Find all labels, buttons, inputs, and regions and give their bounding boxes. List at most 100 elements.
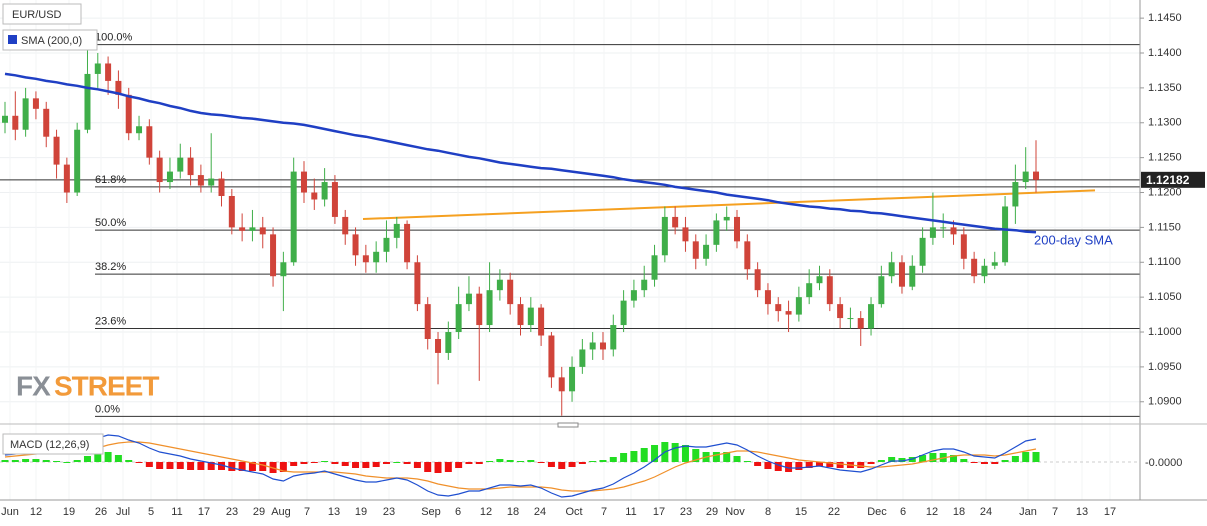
candle-body	[270, 234, 277, 277]
candle-body	[84, 73, 91, 130]
candle-body	[826, 276, 833, 305]
candle-body	[888, 262, 895, 277]
candle-body	[610, 325, 617, 350]
macd-histogram-bar	[517, 461, 524, 462]
macd-histogram-bar	[671, 443, 679, 462]
candle-body	[197, 175, 204, 186]
x-tick-label: 7	[601, 506, 607, 518]
candle-body	[74, 129, 81, 193]
candle-body	[785, 311, 792, 315]
candle-body	[1033, 171, 1039, 180]
x-tick-label: 24	[980, 506, 992, 518]
macd-histogram-bar	[413, 462, 421, 468]
macd-histogram-bar	[919, 455, 927, 462]
candle-body	[404, 223, 411, 263]
candle-body	[991, 262, 998, 266]
macd-histogram-bar	[207, 462, 215, 470]
price-axis-bg	[1140, 0, 1207, 526]
fib-label: 23.6%	[95, 315, 126, 327]
candle-body	[703, 244, 710, 259]
macd-histogram-bar	[372, 462, 380, 467]
legend-box	[2, 29, 98, 51]
macd-histogram-bar	[455, 462, 463, 468]
macd-histogram-bar	[496, 459, 504, 462]
legend-label: SMA (200,0)	[21, 35, 82, 47]
candle-body	[94, 63, 101, 74]
candle-body	[228, 196, 235, 228]
macd-histogram-bar	[424, 462, 432, 472]
macd-histogram-bar	[403, 462, 411, 464]
macd-histogram-bar	[73, 460, 81, 462]
macd-histogram-bar	[558, 462, 566, 469]
x-tick-label: 17	[198, 506, 210, 518]
macd-title: MACD (12,26,9)	[10, 439, 89, 451]
candle-body	[538, 307, 545, 336]
macd-histogram-bar	[620, 453, 628, 462]
x-tick-label: 23	[226, 506, 238, 518]
macd-histogram-bar	[764, 462, 772, 469]
candle-body	[414, 262, 421, 305]
trendline	[362, 189, 1096, 221]
x-tick-label: Jul	[116, 506, 130, 518]
macd-histogram-bar	[331, 462, 339, 464]
x-tick-label: 22	[828, 506, 840, 518]
x-tick-label: 12	[30, 506, 42, 518]
x-tick-label: 17	[653, 506, 665, 518]
candle-body	[53, 136, 60, 165]
macd-histogram-bar	[527, 460, 535, 462]
x-tick-label: 13	[1076, 506, 1088, 518]
candle-body	[177, 157, 184, 172]
macd-histogram-bar	[228, 462, 236, 471]
x-tick-label: Sep	[421, 506, 441, 518]
candle-body	[12, 115, 19, 130]
fib-label: 100.0%	[95, 32, 133, 44]
candle-body	[280, 262, 287, 277]
macd-histogram-bar	[836, 462, 844, 468]
candle-body	[630, 290, 637, 301]
candle-body	[63, 164, 70, 193]
candle-body	[682, 227, 689, 242]
candle-body	[218, 178, 225, 197]
macd-histogram-bar	[991, 462, 999, 464]
x-tick-label: Jan	[1019, 506, 1037, 518]
x-tick-label: 26	[95, 506, 107, 518]
macd-histogram-bar	[300, 462, 308, 464]
candle-body	[919, 237, 926, 266]
candle-body	[960, 234, 967, 259]
y-tick-label: 1.0950	[1148, 361, 1182, 373]
macd-histogram-bar	[888, 457, 896, 462]
x-tick-label: 13	[328, 506, 340, 518]
candle-body	[816, 276, 823, 284]
candle-body	[476, 293, 483, 326]
candle-body	[857, 318, 864, 329]
macd-histogram-bar	[176, 462, 184, 469]
x-tick-label: 12	[480, 506, 492, 518]
macd-histogram-bar	[382, 462, 390, 464]
candle-body	[259, 227, 266, 235]
candle-body	[548, 335, 555, 378]
candle-body	[352, 234, 359, 256]
candle-body	[764, 290, 771, 305]
candle-body	[837, 304, 844, 319]
candle-body	[775, 304, 782, 312]
y-tick-label: 1.1250	[1148, 152, 1182, 164]
macd-histogram-bar	[960, 459, 968, 462]
macd-histogram-bar	[259, 462, 267, 471]
macd-histogram-bar	[723, 452, 731, 462]
candle-body	[105, 63, 112, 81]
candle-body	[321, 182, 328, 200]
candle-body	[847, 318, 854, 320]
macd-histogram-bar	[547, 462, 555, 467]
macd-histogram-bar	[609, 457, 617, 462]
candle-body	[981, 265, 988, 277]
fib-label: 0.0%	[95, 403, 120, 415]
macd-histogram-bar	[465, 462, 473, 464]
candle-body	[331, 182, 338, 217]
macd-histogram-bar	[1022, 452, 1030, 462]
x-tick-label: 19	[355, 506, 367, 518]
candle-body	[1022, 171, 1029, 183]
macd-histogram-bar	[815, 462, 823, 466]
macd-histogram-bar	[640, 448, 648, 462]
symbol: EUR/USD	[12, 9, 62, 21]
macd-histogram-bar	[22, 459, 30, 462]
